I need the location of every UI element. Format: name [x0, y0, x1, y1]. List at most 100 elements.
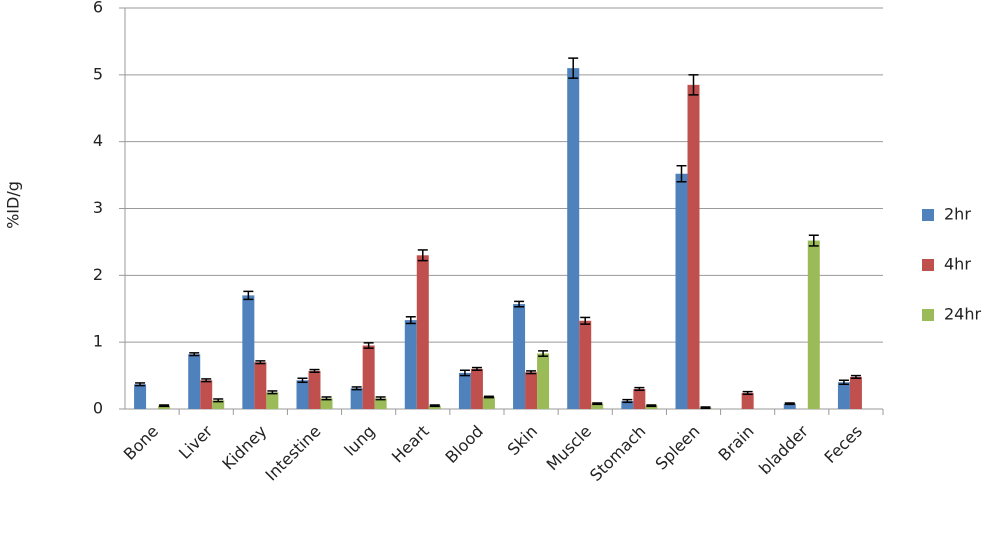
error-bar [243, 290, 254, 301]
y-tick-label: 4 [93, 131, 103, 150]
bar [212, 400, 225, 409]
x-tick-label: bladder [755, 421, 812, 478]
bar [633, 388, 646, 409]
error-bar [514, 300, 525, 308]
error-bar [526, 370, 537, 375]
error-bar [838, 379, 849, 386]
error-bar [742, 390, 753, 396]
x-tick-label: Brain [715, 422, 758, 465]
error-bar [676, 164, 687, 183]
error-bar [483, 395, 494, 399]
error-bar [568, 57, 579, 79]
legend-label: 24hr [944, 305, 982, 324]
x-tick-label: Blood [442, 422, 487, 467]
bar [621, 400, 634, 409]
bar [416, 255, 429, 409]
bar [158, 405, 171, 409]
bar [428, 405, 441, 409]
error-bar [634, 386, 645, 392]
bar [308, 370, 321, 409]
error-bar [309, 368, 320, 373]
error-bar [189, 352, 200, 357]
error-bar [808, 234, 819, 247]
bar [567, 68, 580, 410]
y-tick-label: 1 [93, 332, 103, 351]
error-bar [580, 316, 591, 325]
x-tick-label: Skin [504, 422, 541, 459]
bar [849, 376, 862, 409]
x-tick-label: Kidney [218, 422, 270, 474]
bar [837, 382, 850, 409]
bar [675, 173, 688, 409]
x-tick-label: Intestine [262, 422, 325, 485]
y-tick-label: 2 [93, 265, 103, 284]
bar [687, 84, 700, 409]
legend-swatch [922, 309, 934, 321]
bar [537, 353, 550, 409]
bar [525, 372, 538, 409]
x-tick-label: lung [341, 422, 379, 460]
legend-swatch [922, 209, 934, 221]
error-bar [688, 74, 699, 96]
error-bar [321, 396, 332, 401]
x-tick-label: Heart [388, 422, 433, 467]
error-bar [538, 350, 549, 357]
y-tick-label: 6 [93, 0, 103, 17]
bar [591, 403, 604, 409]
bar [362, 345, 375, 409]
error-bar [700, 406, 711, 410]
bar [482, 396, 495, 409]
x-tick-label: Stomach [586, 422, 649, 485]
error-bar [592, 402, 603, 406]
bar [296, 380, 309, 409]
bar [266, 392, 279, 409]
y-tick-label: 0 [93, 399, 103, 418]
bar [458, 372, 471, 409]
error-bar [159, 404, 170, 408]
error-bar [297, 377, 308, 384]
bar [807, 240, 820, 409]
error-bar [471, 366, 482, 371]
error-bar [135, 382, 146, 387]
bar [404, 320, 417, 409]
y-tick-label: 5 [93, 64, 103, 83]
bar [320, 398, 333, 409]
bar [470, 368, 483, 409]
bar [188, 354, 201, 409]
bar [513, 304, 526, 409]
error-bar [267, 390, 278, 395]
legend-label: 4hr [944, 255, 971, 274]
y-tick-label: 3 [93, 198, 103, 217]
bar [783, 403, 796, 409]
error-bar [375, 396, 386, 401]
bar [374, 398, 387, 409]
legend-label: 2hr [944, 205, 971, 224]
error-bar [363, 342, 374, 349]
x-tick-label: Liver [175, 421, 216, 462]
error-bar [201, 378, 212, 383]
x-tick-label: Feces [821, 422, 866, 467]
error-bar [850, 374, 861, 380]
x-tick-label: Spleen [651, 422, 703, 474]
bar [242, 295, 255, 409]
error-bar [429, 404, 440, 408]
bar [579, 320, 592, 409]
x-tick-label: Bone [120, 422, 162, 464]
error-bar [213, 398, 224, 403]
legend-swatch [922, 259, 934, 271]
bar [645, 405, 658, 409]
bar [134, 384, 147, 409]
error-bar [784, 402, 795, 406]
error-bar [405, 316, 416, 325]
error-bar [459, 369, 470, 377]
error-bar [646, 404, 657, 408]
bar [350, 388, 363, 409]
bar [200, 380, 213, 409]
bar [254, 362, 267, 409]
y-axis-label: %ID/g [4, 181, 23, 229]
x-tick-label: Muscle [543, 422, 596, 475]
error-bar [351, 386, 362, 391]
error-bar [417, 249, 428, 262]
error-bar [622, 398, 633, 404]
